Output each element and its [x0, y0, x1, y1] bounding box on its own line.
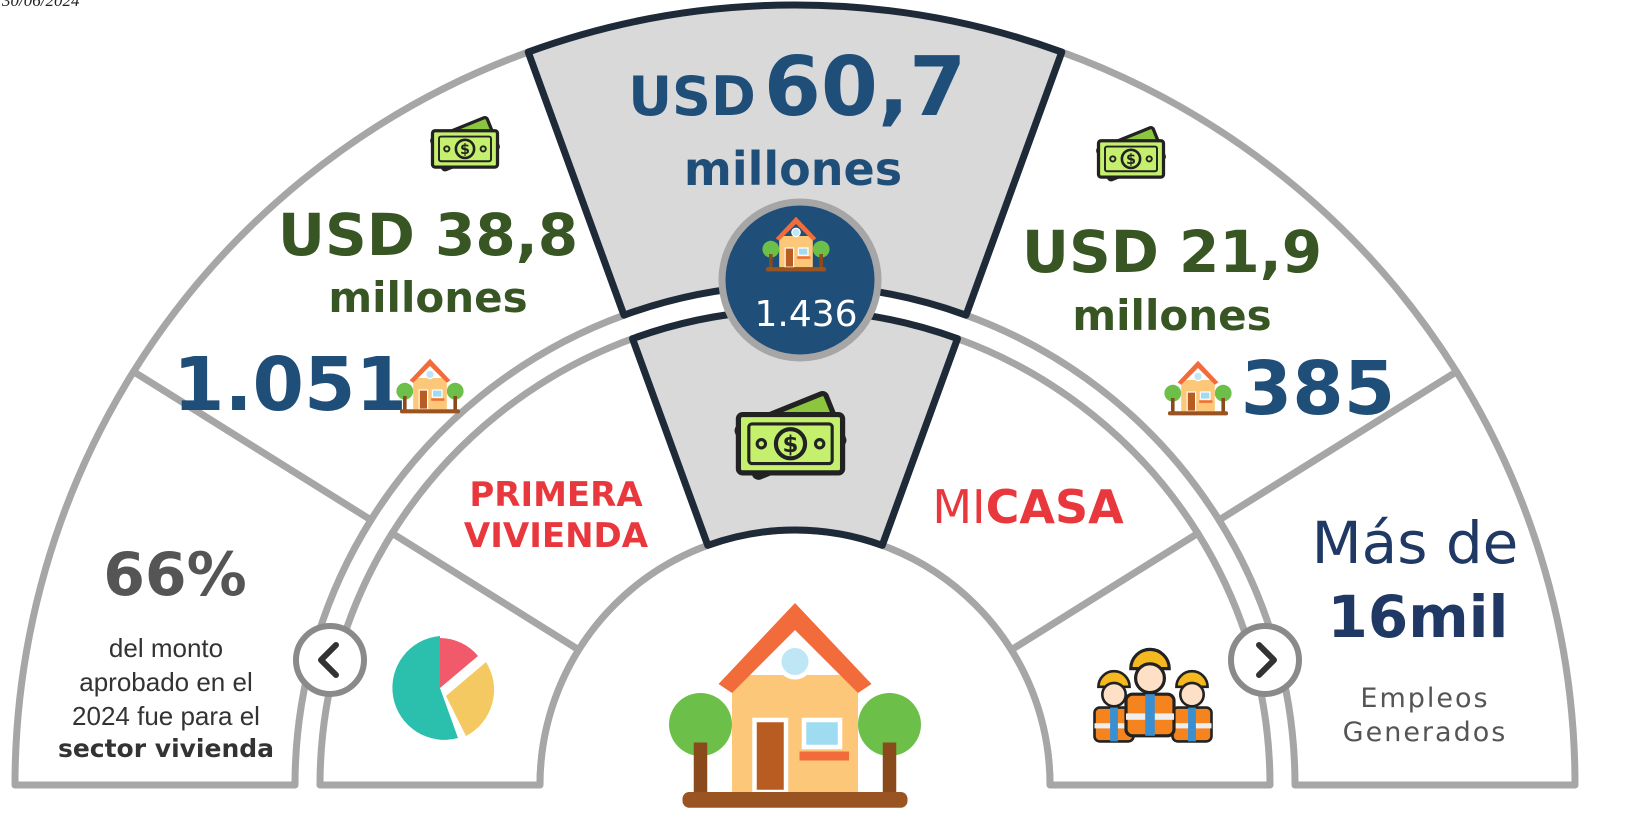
right-homes: 385 — [1241, 346, 1395, 432]
currency: USD — [628, 65, 756, 128]
program-name: PRIMERA — [469, 475, 643, 515]
program-name: VIVIENDA — [464, 516, 649, 556]
jobs-label: Empleos — [1360, 683, 1489, 714]
right-amount: USD 21,9 — [1022, 218, 1322, 286]
worker-icon — [1173, 671, 1212, 741]
program-logo: MICASA — [932, 480, 1124, 534]
program-part: MI — [932, 480, 985, 534]
left-unit: millones — [328, 273, 527, 322]
share-text: aprobado en el — [79, 667, 252, 697]
prev-button[interactable] — [296, 626, 364, 694]
share-text: del monto — [109, 633, 223, 663]
share-emphasis: sector vivienda — [58, 734, 274, 763]
next-button[interactable] — [1231, 626, 1299, 694]
center-unit: millones — [684, 142, 902, 196]
right-unit: millones — [1072, 291, 1271, 340]
program-part: CASA — [986, 480, 1124, 534]
infographic: $ 30/06/2024 USD 60,7 millones 1.436 — [0, 0, 1632, 827]
jobs-prefix: Más de — [1312, 509, 1519, 577]
share-text: 2024 fue para el — [72, 701, 260, 731]
center-amount: 60,7 — [764, 40, 966, 135]
left-homes: 1.051 — [173, 342, 407, 428]
page: {"header": {"date": "30/06/2024"}, "cent… — [0, 0, 1632, 827]
jobs-value: 16mil — [1328, 583, 1509, 651]
share-value: 66% — [103, 540, 247, 610]
date: 30/06/2024 — [1, 0, 80, 10]
center-homes: 1.436 — [754, 294, 857, 335]
jobs-label: Generados — [1343, 717, 1508, 748]
left-amount: USD 38,8 — [278, 201, 578, 269]
